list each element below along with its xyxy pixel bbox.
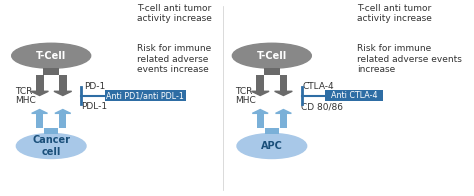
FancyBboxPatch shape [59, 113, 66, 128]
FancyBboxPatch shape [280, 113, 287, 128]
Text: TCR: TCR [235, 87, 253, 96]
FancyBboxPatch shape [264, 68, 280, 75]
FancyArrow shape [252, 110, 268, 113]
Text: Cancer
cell: Cancer cell [32, 135, 70, 157]
Text: T-Cell: T-Cell [257, 51, 287, 61]
Ellipse shape [12, 43, 91, 68]
Text: Anti CTLA-4: Anti CTLA-4 [331, 91, 378, 100]
Text: T-cell anti tumor
activity increase: T-cell anti tumor activity increase [137, 4, 212, 23]
FancyArrow shape [31, 91, 48, 95]
FancyBboxPatch shape [59, 75, 67, 91]
Text: CTLA-4: CTLA-4 [303, 82, 335, 91]
Text: Anti PD1/anti PDL-1: Anti PD1/anti PDL-1 [106, 91, 184, 100]
FancyArrow shape [274, 91, 292, 95]
FancyBboxPatch shape [257, 113, 264, 128]
FancyBboxPatch shape [265, 128, 279, 133]
Ellipse shape [237, 133, 307, 159]
Text: MHC: MHC [15, 96, 36, 105]
Text: PD-1: PD-1 [84, 82, 105, 91]
FancyBboxPatch shape [43, 68, 59, 75]
FancyBboxPatch shape [36, 113, 43, 128]
Ellipse shape [16, 133, 86, 159]
FancyBboxPatch shape [44, 128, 58, 133]
FancyBboxPatch shape [280, 75, 287, 91]
Text: Risk for immune
related adverse events
increase: Risk for immune related adverse events i… [357, 44, 462, 74]
Text: MHC: MHC [235, 96, 256, 105]
Text: T-Cell: T-Cell [36, 51, 66, 61]
FancyArrow shape [32, 110, 47, 113]
FancyArrow shape [251, 91, 269, 95]
Text: TCR: TCR [15, 87, 32, 96]
FancyBboxPatch shape [325, 90, 383, 101]
Text: APC: APC [261, 141, 283, 151]
Ellipse shape [232, 43, 311, 68]
FancyBboxPatch shape [105, 90, 186, 101]
FancyArrow shape [55, 110, 71, 113]
FancyBboxPatch shape [256, 75, 264, 91]
FancyArrow shape [275, 110, 292, 113]
Text: PDL-1: PDL-1 [82, 102, 108, 111]
FancyArrow shape [54, 91, 72, 95]
Text: Risk for immune
related adverse
events increase: Risk for immune related adverse events i… [137, 44, 211, 74]
Text: CD 80/86: CD 80/86 [301, 102, 343, 111]
FancyBboxPatch shape [36, 75, 44, 91]
Text: T-cell anti tumor
activity increase: T-cell anti tumor activity increase [357, 4, 432, 23]
